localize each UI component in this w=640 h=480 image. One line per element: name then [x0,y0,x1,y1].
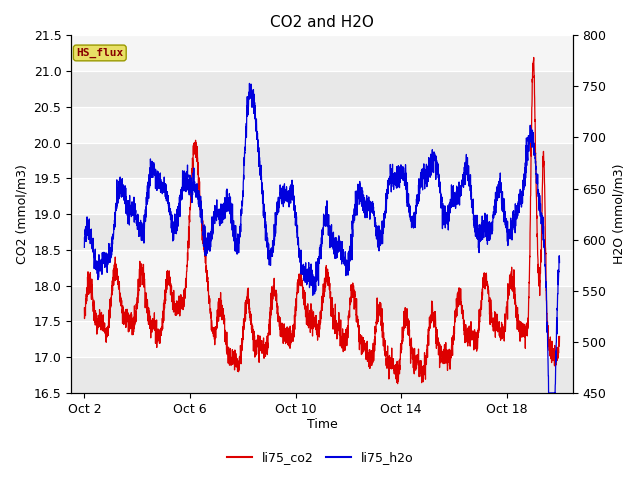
li75_co2 [556,334,563,339]
li75_co2 [81,305,88,311]
li75_h2o [545,390,552,396]
Line: li75_co2: li75_co2 [84,58,559,384]
li75_h2o [134,219,142,225]
li75_co2 [263,343,271,349]
li75_h2o [547,390,554,396]
li75_co2 [163,287,171,292]
li75_co2 [530,55,538,60]
Bar [71,179,573,214]
Line: li75_h2o: li75_h2o [84,84,559,393]
Bar [71,107,573,143]
Bar [71,250,573,286]
Text: HS_flux: HS_flux [76,48,124,58]
Bar [71,322,573,357]
Legend: li75_co2, li75_h2o: li75_co2, li75_h2o [221,446,419,469]
Y-axis label: CO2 (mmol/m3): CO2 (mmol/m3) [15,164,28,264]
li75_h2o [284,189,291,194]
X-axis label: Time: Time [307,419,337,432]
Y-axis label: H2O (mmol/m3): H2O (mmol/m3) [612,164,625,264]
li75_co2 [284,324,291,330]
li75_h2o [495,189,503,194]
Bar [71,36,573,71]
li75_h2o [81,244,88,250]
Title: CO2 and H2O: CO2 and H2O [270,15,374,30]
li75_co2 [134,292,142,298]
li75_h2o [246,81,253,86]
li75_co2 [394,381,401,386]
li75_co2 [495,319,503,324]
li75_h2o [263,230,271,236]
li75_h2o [556,260,563,265]
li75_h2o [163,194,171,200]
li75_co2 [547,341,554,347]
